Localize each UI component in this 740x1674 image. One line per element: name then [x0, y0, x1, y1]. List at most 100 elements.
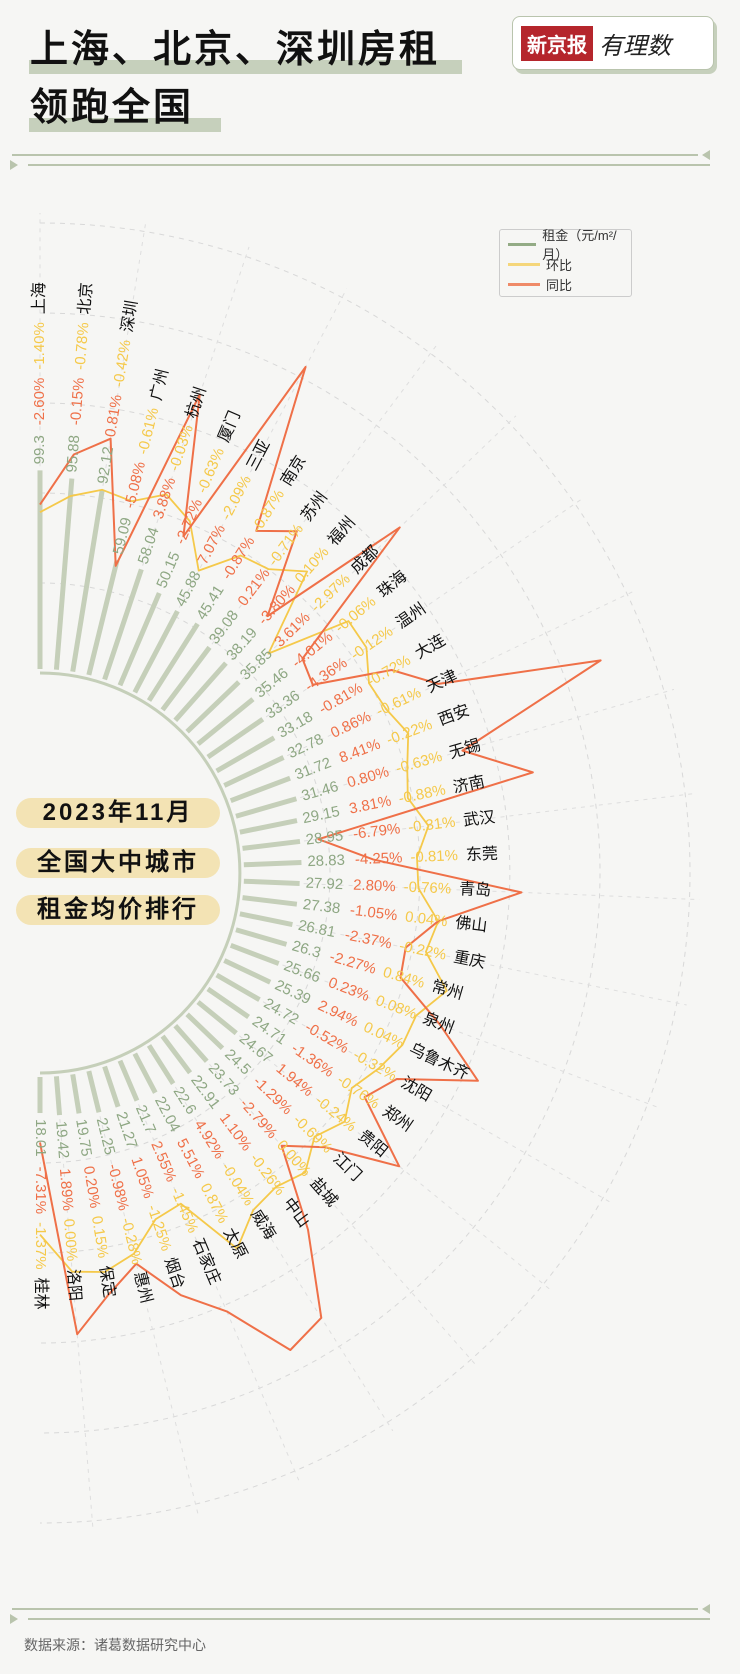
city-name-label: 大连 — [412, 631, 449, 663]
yoy-value-label: 0.80% — [345, 763, 391, 791]
city-name-label: 威海 — [247, 1206, 279, 1243]
mom-value-label: -2.97% — [308, 570, 354, 615]
rent-bar — [235, 796, 298, 819]
city-name-label: 武汉 — [462, 808, 496, 830]
mom-value-label: -1.45% — [167, 1185, 201, 1235]
mom-value-label: -0.22% — [398, 938, 448, 964]
grid-ray — [303, 883, 700, 901]
grid-ray — [296, 924, 687, 1006]
city-name-label: 北京 — [75, 282, 96, 315]
city-name-label: 天津 — [424, 666, 461, 696]
rent-bar — [242, 895, 298, 907]
rent-value-label: 95.88 — [63, 434, 83, 473]
yoy-value-label: 3.88% — [150, 475, 180, 521]
yoy-value-label: -5.08% — [121, 460, 149, 510]
rent-bar — [243, 859, 302, 868]
yoy-value-label: -2.60% — [31, 378, 48, 426]
grid-arc — [39, 402, 511, 1344]
logo-column: 有理数 — [599, 32, 671, 60]
yoy-value-label: -0.15% — [67, 377, 88, 426]
mom-value-label: 0.04% — [404, 908, 448, 930]
grid-ray — [282, 964, 658, 1108]
chart-labels: 99.3 -2.60% -1.40% 上海 95.88 -0.15% -0.78% 北京 92.… — [30, 282, 498, 1310]
inner-arc — [39, 671, 242, 1075]
grid-ray — [262, 1001, 612, 1204]
yoy-value-label: 0.86% — [328, 708, 374, 742]
side-label-scope: 全国大中城市 — [16, 848, 220, 878]
rent-bar — [102, 1065, 121, 1108]
mom-value-label: -0.63% — [394, 748, 444, 778]
rent-bar — [70, 489, 105, 673]
mom-value-label: 0.15% — [88, 1215, 112, 1260]
grid-ray — [286, 589, 637, 757]
grid-ray — [303, 792, 696, 842]
rent-value-label: 21.25 — [93, 1116, 118, 1157]
yoy-line — [39, 365, 602, 1352]
mom-value-label: -0.88% — [397, 781, 447, 807]
yoy-value-label: 1.05% — [127, 1155, 157, 1201]
rent-value-label: 26.3 — [290, 937, 323, 961]
legend-item-mom: 环比 — [508, 254, 631, 274]
yoy-value-label: 8.41% — [337, 736, 383, 767]
rent-value-label: 31.46 — [300, 778, 341, 805]
rent-bar — [160, 645, 212, 712]
rent-bar — [239, 818, 298, 835]
mom-value-label: -0.42% — [110, 339, 134, 389]
rent-bar — [146, 1044, 176, 1085]
rent-bar — [173, 1024, 209, 1063]
bottom-divider — [10, 1604, 710, 1624]
city-name-label: 沈阳 — [398, 1074, 435, 1106]
rent-bar — [102, 568, 144, 681]
city-name-label: 苏州 — [298, 488, 332, 524]
grid — [39, 213, 700, 1531]
rent-value-label: 50.15 — [153, 549, 183, 590]
city-name-label: 桂林 — [32, 1278, 50, 1310]
yoy-value-label: -0.98% — [104, 1162, 132, 1212]
city-name-label: 青岛 — [459, 880, 492, 899]
legend-label: 同比 — [546, 277, 573, 293]
rent-bar — [215, 972, 261, 1002]
logo-brand: 新京报 — [521, 25, 593, 61]
city-name-label: 石家庄 — [189, 1236, 224, 1287]
rent-bar — [223, 958, 272, 985]
legend-item-yoy: 同比 — [508, 274, 631, 294]
rent-bar — [185, 680, 241, 734]
page-title-line1: 上海、北京、深圳房租 — [30, 29, 441, 71]
rent-bar — [206, 717, 265, 760]
rent-value-label: 27.92 — [305, 875, 343, 893]
legend: 租金（元/m²/月） 环比 同比 — [499, 228, 632, 297]
city-name-label: 中山 — [279, 1194, 313, 1230]
legend-label: 环比 — [546, 257, 573, 273]
mom-value-label: -0.06% — [332, 593, 380, 636]
yoy-value-label: 3.81% — [348, 792, 393, 817]
mom-value-label: -0.28% — [117, 1216, 145, 1266]
city-name-label: 福州 — [324, 513, 359, 549]
mom-value-label: 0.00% — [60, 1218, 80, 1262]
mom-value-label: -0.78% — [72, 322, 93, 371]
city-name-label: 江门 — [329, 1149, 365, 1184]
yoy-value-label: -1.05% — [349, 902, 398, 925]
rent-value-label: 27.38 — [302, 896, 341, 917]
mom-value-label: -0.76% — [403, 879, 451, 898]
rent-bars — [37, 470, 302, 1116]
grid-ray — [178, 288, 348, 608]
yoy-value-label: 0.81% — [102, 393, 126, 438]
rent-bar — [235, 927, 288, 947]
mom-value-label: 0.00% — [273, 1137, 314, 1180]
city-name-label: 上海 — [30, 282, 48, 314]
rent-bar — [70, 1073, 82, 1114]
city-name-label: 洛阳 — [64, 1268, 85, 1301]
mom-value-label: -0.31% — [407, 814, 456, 837]
grid-ray — [265, 497, 584, 718]
rent-bar — [53, 1076, 63, 1116]
rent-value-label: 19.75 — [72, 1118, 95, 1158]
grid-ray — [59, 1118, 94, 1531]
mom-value-label: -0.72% — [364, 652, 414, 690]
rent-bar — [146, 622, 200, 702]
city-name-label: 重庆 — [452, 948, 487, 972]
mom-value-label: -0.61% — [374, 684, 424, 720]
rent-bar — [243, 878, 300, 886]
mom-value-label: -1.37% — [32, 1222, 49, 1270]
rent-bar — [185, 1012, 225, 1051]
